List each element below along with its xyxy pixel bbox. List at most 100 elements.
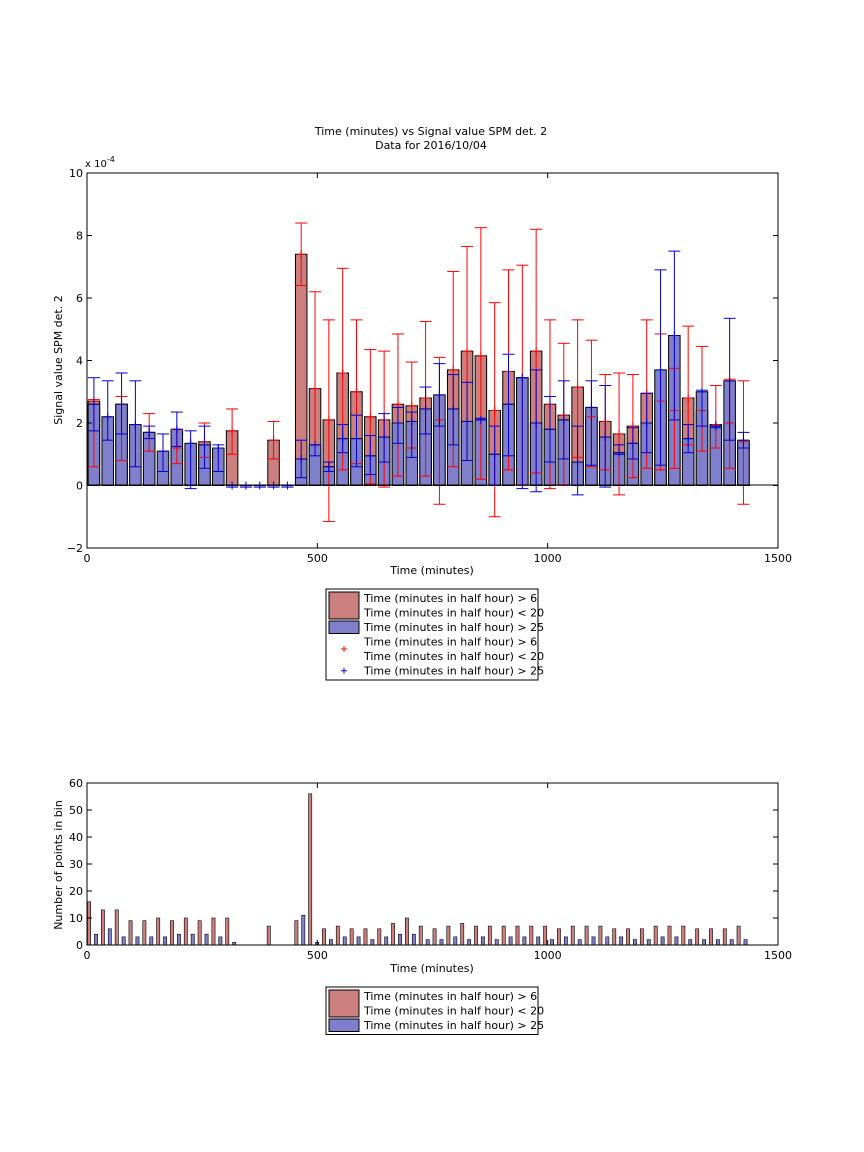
errorbar-series2: [405, 411, 418, 458]
errorbar-series2: [143, 425, 156, 440]
count-bar-series1: [460, 923, 465, 946]
errorbar-series2: [309, 440, 322, 457]
count-bar-series1: [349, 928, 354, 946]
errorbar-series2: [626, 427, 639, 460]
count-bar-series2: [107, 928, 112, 946]
bars-layer: [87, 253, 750, 487]
errorbar-series2: [682, 424, 695, 454]
count-bar-series1: [322, 928, 326, 946]
count-bar-series1: [667, 925, 672, 946]
count-bar-series1: [335, 925, 340, 946]
ticks-layer: 0 500 1000 1500 0 10 20 30 40 50 60: [69, 777, 792, 962]
x-axis-label: Time (minutes): [389, 962, 474, 975]
x-tick-label: 1500: [764, 949, 792, 962]
errorbar-series2: [364, 435, 377, 476]
errorbar-series2: [198, 425, 211, 469]
count-bar-series2: [204, 933, 209, 946]
count-bar-series1: [529, 925, 534, 946]
errorbar-series2: [502, 353, 515, 457]
errorbar-series1: [626, 374, 639, 479]
errorbar-series1: [226, 408, 239, 455]
count-bar-series1: [156, 917, 161, 946]
errorbar-series2: [447, 374, 460, 446]
count-bar-series2: [149, 936, 154, 946]
count-bar-series1: [87, 901, 91, 946]
errorbar-series1: [322, 319, 335, 522]
y-tick-label: 40: [69, 831, 83, 844]
y-tick-label: 10: [69, 912, 83, 925]
count-bar-series1: [446, 925, 451, 946]
count-bar-series2: [135, 936, 140, 946]
count-bar-series2: [94, 933, 98, 946]
count-bar-series2: [715, 939, 720, 946]
errorbar-series2: [157, 433, 170, 472]
errorbar-series2: [101, 380, 114, 441]
legend-label: Time (minutes in half hour) > 6: [363, 636, 537, 649]
errorbar-series2: [419, 386, 432, 435]
count-bar-series2: [605, 936, 610, 946]
legend-label: Time (minutes in half hour) < 20: [363, 1005, 544, 1018]
legend-label: Time (minutes in half hour) > 25: [363, 665, 544, 678]
errorbar-series2: [571, 425, 584, 496]
count-bar-series2: [494, 939, 499, 946]
legend-label: Time (minutes in half hour) > 6: [363, 990, 537, 1003]
errorbar-series2: [585, 380, 598, 466]
errorbar-series2: [613, 444, 626, 457]
legend-box: [325, 588, 539, 681]
legend-label: Time (minutes in half hour) > 25: [363, 1019, 544, 1032]
count-bar-series1: [114, 909, 119, 946]
legend-label: Time (minutes in half hour) > 25: [363, 621, 544, 634]
count-bar-series2: [633, 939, 637, 946]
count-bar-series1: [639, 928, 644, 946]
count-bar-series2: [342, 936, 347, 946]
count-bar-series2: [536, 936, 541, 946]
count-bar-series1: [170, 920, 174, 946]
errorbar-series2: [709, 422, 722, 431]
errorbar-series1: [474, 227, 487, 480]
count-bar-series1: [225, 917, 230, 946]
count-bar-series2: [591, 936, 596, 946]
count-bar-series2: [467, 939, 472, 946]
count-bar-series2: [508, 936, 513, 946]
legend-label: Time (minutes in half hour) < 20: [363, 650, 544, 663]
errorbar-series2: [668, 250, 681, 421]
y-tick-label: −2: [67, 542, 83, 555]
y-tick-label: 60: [69, 777, 83, 790]
count-bar-series1: [211, 917, 216, 946]
y-tick-label: 0: [76, 480, 83, 493]
count-bar-series1: [653, 925, 658, 946]
count-bar-series2: [674, 936, 679, 946]
errorbar-series2: [599, 385, 612, 488]
count-bar-series2: [577, 939, 582, 946]
count-bar-series2: [411, 933, 416, 946]
errorbar-series1: [309, 291, 322, 446]
count-bar-series2: [481, 936, 485, 946]
x-tick-label: 0: [84, 949, 91, 962]
count-bar-series1: [294, 920, 299, 946]
count-bar-series2: [439, 939, 444, 946]
x-tick-label: 1000: [534, 552, 562, 565]
count-bar-series1: [391, 923, 396, 946]
count-bar-series1: [363, 928, 368, 946]
count-bar-series2: [688, 939, 693, 946]
signal-chart: Time (minutes) vs Signal value SPM det. …: [52, 125, 792, 681]
count-bar-series1: [377, 928, 382, 946]
count-bar-series1: [570, 925, 575, 946]
count-bar-series2: [356, 936, 361, 946]
errorbar-series2: [115, 372, 128, 435]
errorbar-series2: [474, 415, 487, 424]
count-bar-series1: [197, 920, 202, 946]
count-bar-series2: [163, 936, 167, 946]
x-tick-label: 1500: [764, 552, 792, 565]
count-bar-series2: [218, 936, 223, 946]
errorbar-series2: [543, 395, 556, 463]
count-bar-series1: [128, 920, 133, 946]
count-bar-series2: [743, 939, 748, 946]
count-bar-series1: [474, 925, 478, 946]
count-bar-series2: [702, 939, 706, 946]
errorbar-series2: [640, 392, 653, 454]
count-bar-series1: [432, 928, 437, 946]
count-bar-series2: [370, 939, 375, 946]
